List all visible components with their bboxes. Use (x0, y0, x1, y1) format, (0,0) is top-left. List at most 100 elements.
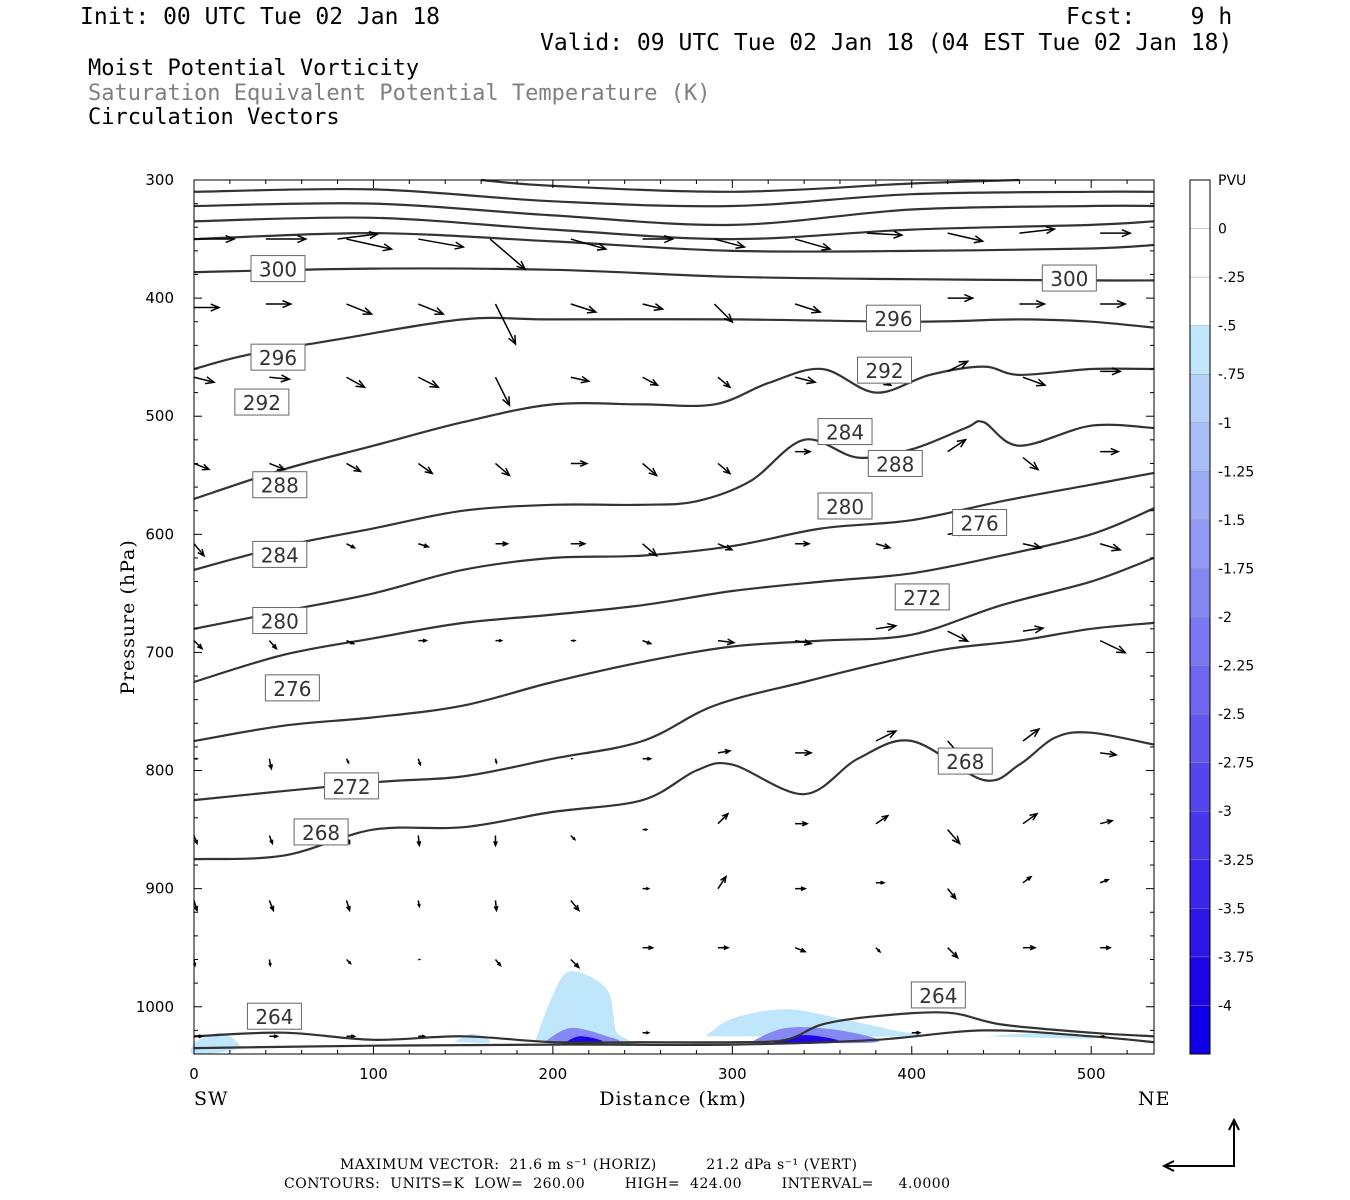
circulation-vector (345, 900, 351, 913)
y-tick-label: 700 (145, 643, 174, 661)
circulation-vector (875, 947, 882, 954)
contour-label-box (937, 747, 993, 775)
circulation-vector (794, 947, 807, 953)
colorbar-tick-label: -1.75 (1218, 561, 1254, 577)
contour-label: 292 (865, 359, 903, 383)
colorbar-tick-label: -2.5 (1218, 707, 1245, 723)
circulation-vector (489, 238, 527, 271)
colorbar-swatch (1190, 422, 1210, 472)
contour-label: 276 (961, 512, 999, 536)
y-tick-label: 900 (145, 880, 174, 898)
y-tick-label: 600 (145, 525, 174, 543)
circulation-vector (717, 543, 734, 551)
theta-contour-line (193, 365, 1155, 500)
theta-contour-line (193, 216, 1155, 241)
circulation-vector (194, 1034, 204, 1039)
y-axis-label: Pressure (hPa) (117, 539, 139, 695)
contour-label-box (252, 607, 308, 635)
y-tick-label: 300 (145, 171, 174, 189)
circulation-vector (494, 959, 502, 967)
pv-region (534, 971, 630, 1044)
circulation-vector (418, 1034, 427, 1039)
circulation-vector (642, 945, 655, 951)
theta-contour-line (193, 316, 1155, 371)
circulation-vector (642, 234, 675, 244)
circulation-vector (875, 622, 898, 632)
contour-info: CONTOURS: UNITS=K LOW= 260.00 HIGH= 424.… (284, 1176, 951, 1192)
circulation-vector (875, 730, 898, 742)
x-tick-label: 500 (1077, 1065, 1106, 1083)
theta-contour-line (193, 507, 1155, 684)
circulation-vector (268, 900, 275, 913)
contour-label-box (865, 304, 921, 332)
circulation-vector (1022, 625, 1045, 634)
circulation-vector (493, 900, 499, 913)
colorbar-tick-label: -1 (1218, 416, 1232, 432)
contour-label: 272 (332, 775, 370, 799)
colorbar-tick-label: -2 (1218, 610, 1232, 626)
pv-region (543, 1027, 620, 1043)
theta-contour-line (193, 231, 1155, 253)
circulation-vector (268, 758, 274, 771)
circulation-vector (1022, 727, 1041, 742)
colorbar-tick-label: -2.75 (1218, 756, 1254, 772)
circulation-vector (417, 376, 441, 389)
circulation-vector (265, 299, 293, 309)
colorbar-tick-label: -.25 (1218, 270, 1245, 286)
circulation-vector (495, 540, 510, 547)
circulation-vector (1022, 376, 1047, 387)
field-pv-title: Moist Potential Vorticity (88, 56, 420, 81)
circulation-vector (947, 360, 970, 373)
circulation-vector (494, 303, 517, 346)
field-theta-title: Saturation Equivalent Potential Temperat… (88, 81, 711, 106)
contour-label-box (246, 1002, 302, 1030)
contour-label-box (250, 255, 306, 283)
circulation-vector (1099, 819, 1115, 825)
colorbar-swatch (1190, 617, 1210, 667)
x-tick-label: 200 (539, 1065, 568, 1083)
circulation-vector (418, 543, 431, 549)
circulation-vector (1022, 456, 1040, 471)
colorbar-tick-label: -.5 (1218, 319, 1236, 335)
y-tick-label: 500 (145, 407, 174, 425)
colorbar-tick-label: -4 (1218, 998, 1232, 1014)
colorbar: 0 -.25 -.5 -.75 -1 -1.25 -1.5 -1.75 -2 -2.25 -2.5 -… (1189, 179, 1254, 1055)
circulation-vector (269, 1034, 280, 1039)
colorbar-frame (1189, 179, 1211, 1055)
circulation-vector (346, 1034, 357, 1039)
circulation-vector (193, 462, 211, 471)
circulation-vector (346, 462, 363, 473)
circulation-vector (717, 812, 730, 825)
circulation-vector (795, 749, 814, 757)
circulation-vector (1100, 945, 1113, 951)
contour-label-box (857, 356, 913, 384)
circulation-vector (714, 238, 747, 250)
circulation-vector (417, 900, 421, 909)
circulation-vector (269, 462, 287, 471)
theta-contour-layer (193, 178, 1155, 1050)
theta-contour-line (193, 420, 1155, 571)
circulation-vector (794, 638, 814, 646)
x-tick-label: 300 (718, 1065, 747, 1083)
pv-region (705, 1009, 925, 1037)
circulation-vector (947, 947, 960, 960)
colorbar-tick-label: -1.5 (1218, 513, 1245, 529)
contour-label-box (250, 343, 306, 371)
circulation-vector (875, 880, 886, 885)
pv-region (750, 1027, 880, 1044)
colorbar-tick-label: -.75 (1218, 367, 1245, 383)
circulation-vector (418, 638, 429, 643)
x-right-end-label: NE (1138, 1088, 1171, 1110)
contour-label-box (894, 583, 950, 611)
colorbar-swatch (1190, 762, 1210, 812)
theta-contour-line (193, 187, 1155, 208)
colorbar-swatch (1190, 519, 1210, 569)
theta-contour-line (193, 731, 1155, 861)
circulation-vector (717, 462, 732, 475)
circulation-vector (911, 1030, 922, 1035)
contour-label: 264 (919, 984, 957, 1008)
circulation-vector (570, 238, 608, 251)
circulation-vector (346, 376, 367, 389)
colorbar-tick-label: 0 (1218, 222, 1227, 238)
axis-layer: 300 400 500 600 700 800 900 1000 0 100 200 300 400 50… (136, 171, 1154, 1083)
